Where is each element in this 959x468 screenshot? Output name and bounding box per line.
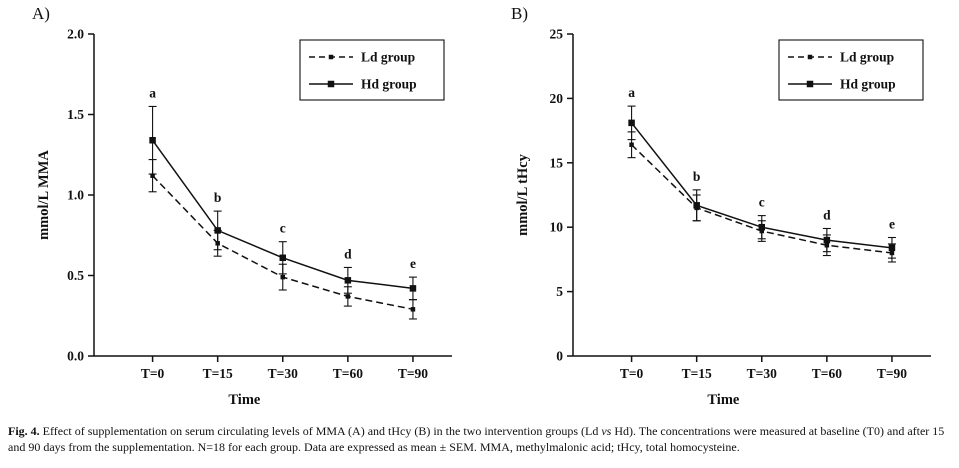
svg-text:T=60: T=60 [812,366,842,381]
figure-caption-text-2: Hd). The concentrations were measured at… [8,424,945,454]
chart-mma: 0.0 0.5 1.0 1.5 2.0 T=0 T=15 T=30 T=60 T=90 Time mm… [36,27,452,408]
svg-text:mmol/L MMA: mmol/L MMA [36,150,52,240]
chart-thcy: 0 5 10 15 20 25 T=0 T=15 T=30 T=60 T=90 Time mmol/L … [515,27,931,408]
svg-text:c: c [759,195,765,210]
svg-text:d: d [344,246,352,261]
svg-text:1.0: 1.0 [67,188,84,203]
svg-text:c: c [280,221,286,236]
svg-text:T=15: T=15 [682,366,712,381]
svg-text:T=30: T=30 [268,366,298,381]
panel-b-label: B) [511,4,528,23]
svg-text:0: 0 [556,349,563,364]
panel-a-label: A) [32,4,50,23]
svg-text:a: a [149,85,156,100]
panel-b: B) 0 5 10 15 20 25 T=0 T=15 T=30 T=60 T=90 Time mmol… [479,0,958,414]
charts-row: A) 0.0 0.5 1.0 1.5 2.0 T=0 T=15 T=30 T=60 T=90 Tim… [0,0,958,414]
svg-text:T=30: T=30 [747,366,777,381]
svg-text:10: 10 [550,220,564,235]
figure-caption-vs: vs [601,424,612,438]
svg-text:T=90: T=90 [398,366,428,381]
svg-text:5: 5 [556,284,563,299]
svg-text:e: e [410,256,416,271]
svg-text:b: b [693,169,701,184]
svg-text:Time: Time [228,392,261,408]
figure-caption-text-1: Effect of supplementation on serum circu… [39,424,602,438]
svg-text:T=60: T=60 [333,366,363,381]
figure-caption-label: Fig. 4. [8,424,40,438]
svg-text:mmol/L tHcy: mmol/L tHcy [515,153,531,236]
svg-text:T=0: T=0 [141,366,165,381]
svg-text:a: a [628,85,635,100]
svg-text:0.5: 0.5 [67,268,84,283]
svg-text:25: 25 [550,27,564,42]
svg-text:T=90: T=90 [877,366,907,381]
svg-text:b: b [214,190,222,205]
svg-text:d: d [823,207,831,222]
svg-text:0.0: 0.0 [67,349,84,364]
svg-text:e: e [889,217,895,232]
svg-text:1.5: 1.5 [67,107,84,122]
figure-caption: Fig. 4. Effect of supplementation on ser… [8,424,951,456]
svg-text:20: 20 [550,91,564,106]
svg-text:T=0: T=0 [620,366,644,381]
svg-text:Hd group: Hd group [361,77,417,92]
svg-text:Ld group: Ld group [840,50,894,65]
svg-text:15: 15 [550,155,564,170]
svg-text:Ld group: Ld group [361,50,415,65]
svg-text:Hd group: Hd group [840,77,896,92]
panel-a: A) 0.0 0.5 1.0 1.5 2.0 T=0 T=15 T=30 T=60 T=90 Tim… [0,0,479,414]
svg-text:2.0: 2.0 [67,27,84,42]
svg-text:T=15: T=15 [203,366,233,381]
svg-text:Time: Time [707,392,740,408]
